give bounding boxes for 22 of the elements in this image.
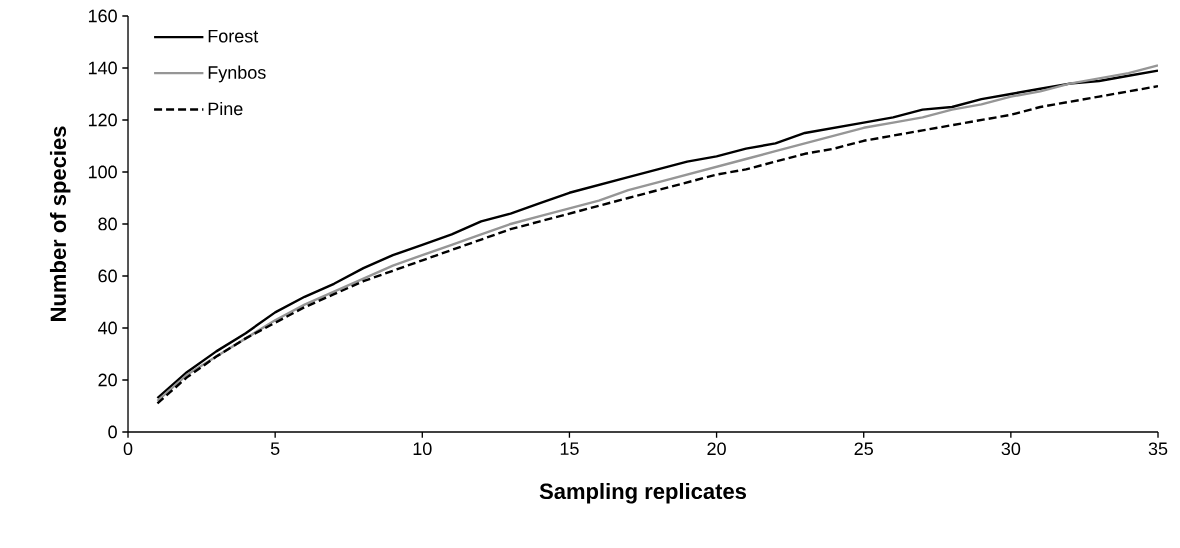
y-tick-label: 20 [98, 373, 117, 387]
y-tick-label: 80 [98, 217, 117, 231]
y-tick-label: 60 [98, 269, 117, 283]
y-tick-label: 140 [88, 61, 117, 75]
y-tick-label: 100 [88, 165, 117, 179]
x-tick-label: 0 [123, 442, 133, 456]
legend-label: Fynbos [208, 65, 266, 83]
legend-label: Forest [208, 29, 259, 43]
x-tick-label: 30 [1001, 442, 1021, 456]
x-tick-label: 20 [707, 442, 726, 456]
y-tick-label: 0 [108, 425, 117, 439]
x-axis-title: Sampling replicates [539, 482, 747, 504]
legend-label: Pine [208, 102, 243, 116]
x-tick-label: 15 [560, 442, 579, 455]
x-tick-label: 35 [1148, 442, 1168, 456]
y-tick-label: 160 [88, 9, 117, 23]
y-tick-label: 40 [98, 321, 117, 335]
y-axis-title: Number of species [49, 126, 71, 321]
y-tick-label: 120 [88, 113, 117, 127]
x-tick-label: 5 [270, 442, 280, 455]
x-tick-label: 25 [854, 442, 873, 456]
x-tick-label: 10 [413, 442, 432, 456]
